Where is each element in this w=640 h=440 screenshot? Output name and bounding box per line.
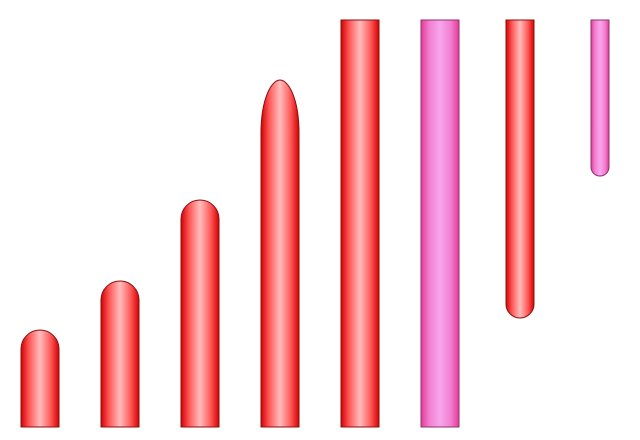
bar-5-rod	[340, 19, 380, 428]
bars-group	[20, 19, 610, 428]
bar-1-rod	[20, 329, 60, 428]
bar-6-rod	[420, 19, 460, 428]
bar-2-rod	[100, 280, 140, 428]
bar-7-rod	[505, 19, 535, 319]
bar-8-rod	[590, 19, 610, 177]
bar-3-rod	[180, 199, 220, 428]
bar-4-rod	[260, 79, 300, 428]
